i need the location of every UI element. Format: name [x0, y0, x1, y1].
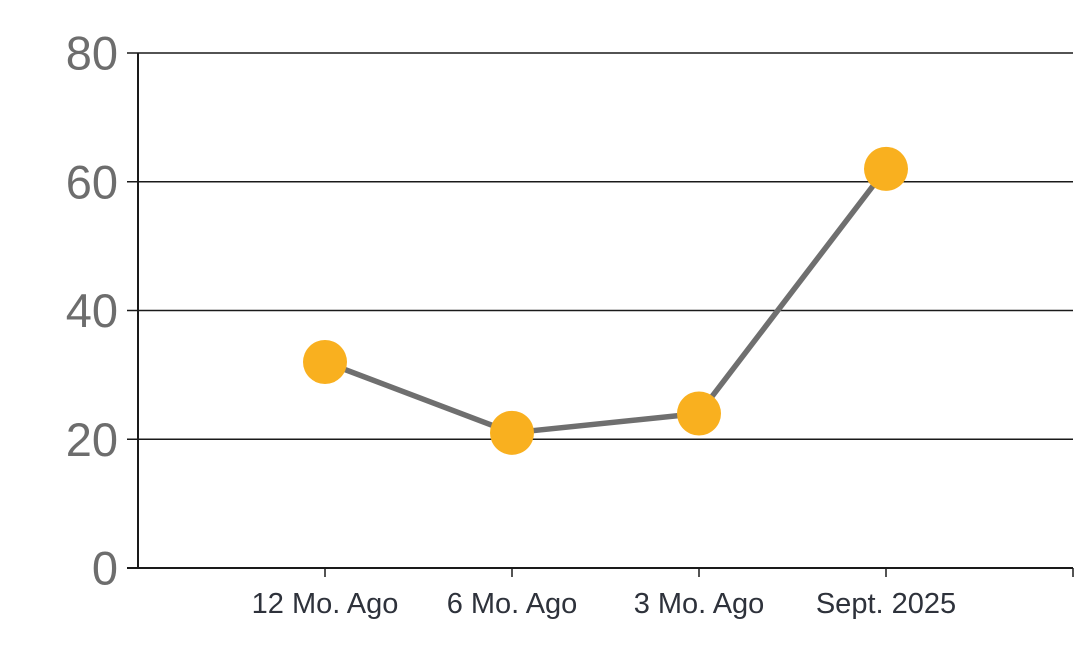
data-point-marker [864, 146, 908, 191]
y-axis-label: 60 [66, 155, 118, 208]
data-point-marker [303, 340, 347, 384]
x-category-label: 6 Mo. Ago [447, 588, 578, 620]
data-point-marker [490, 410, 534, 455]
x-category-label: 3 Mo. Ago [634, 588, 765, 620]
y-axis-label: 40 [66, 284, 118, 337]
y-axis-label: 80 [66, 27, 118, 80]
data-point-marker [677, 391, 721, 436]
x-category-label: 12 Mo. Ago [252, 588, 399, 620]
y-axis-label: 0 [92, 542, 118, 595]
series-line [322, 166, 889, 436]
x-category-label: Sept. 2025 [816, 588, 956, 620]
y-axis-label: 20 [66, 413, 118, 466]
